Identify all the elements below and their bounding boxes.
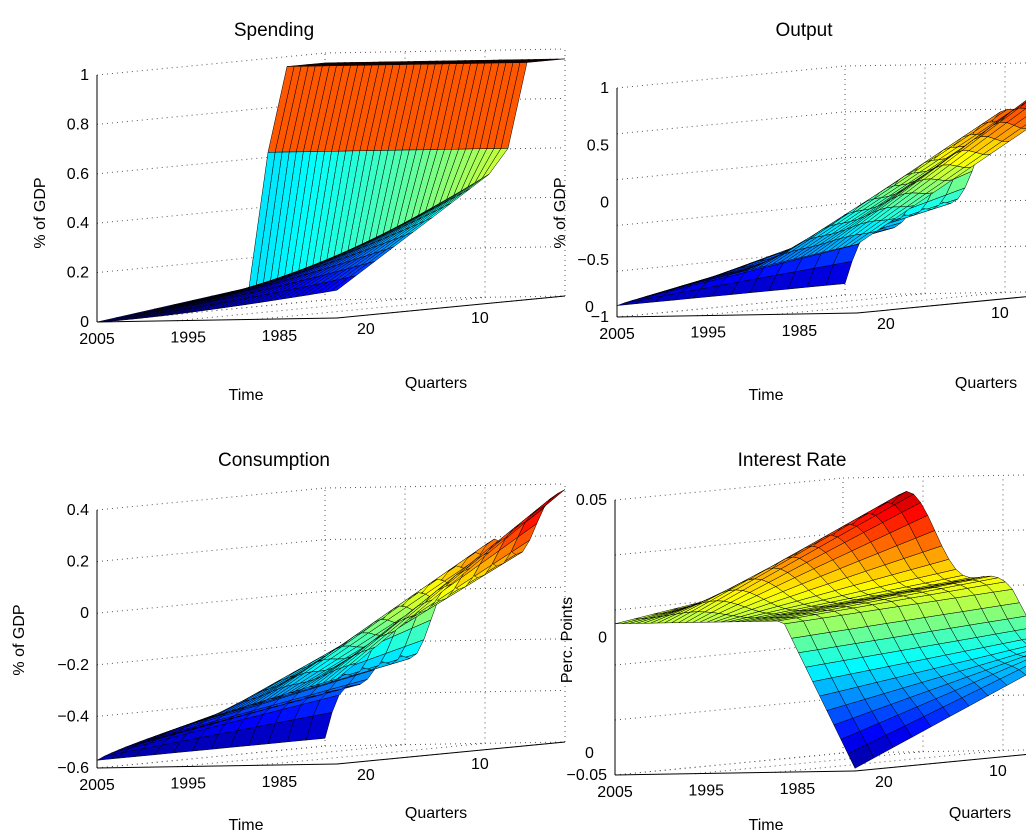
x-tick-label: 1995 — [170, 329, 206, 346]
y-tick-label: 20 — [357, 767, 375, 784]
x-axis-label: Time — [749, 817, 784, 834]
z-tick-label: 0.2 — [67, 554, 89, 571]
y-tick-label: 20 — [875, 774, 893, 791]
axes — [614, 500, 1026, 776]
z-tick-label: 1 — [600, 80, 609, 97]
chart-title: Interest Rate — [738, 450, 847, 471]
z-tick-label: −1 — [591, 309, 609, 326]
z-tick-label: 0.8 — [67, 116, 89, 133]
axes — [96, 75, 566, 323]
y-tick-label: 20 — [357, 321, 375, 338]
panel-consumption: Consumption % of GDP Time Quarters −0.6 −… — [11, 450, 594, 834]
y-tick-label: 10 — [471, 756, 489, 773]
x-tick-label: 1995 — [688, 782, 724, 799]
x-axis-label: Time — [229, 817, 264, 834]
panel-output: Output % of GDP Time Quarters −1 −0.5 0 0.5… — [552, 20, 1026, 404]
z-axis-label: % of GDP — [11, 604, 28, 675]
axes — [96, 510, 566, 769]
surface-patch — [96, 316, 124, 323]
z-axis-label: % of GDP — [552, 177, 569, 248]
z-tick-label: −0.6 — [57, 760, 89, 777]
x-axis-label: Time — [749, 387, 784, 404]
z-tick-label: −0.05 — [567, 767, 608, 784]
x-tick-label: 2005 — [79, 331, 115, 348]
grid — [96, 483, 566, 769]
z-axis-label: % of GDP — [32, 177, 49, 248]
x-tick-label: 2005 — [79, 777, 115, 794]
z-axis-label: Perc. Points — [559, 597, 576, 683]
z-tick-label: 0 — [600, 195, 609, 212]
z-tick-label: −0.2 — [57, 657, 89, 674]
x-tick-label: 1985 — [782, 323, 818, 340]
y-axis-label: Quarters — [949, 805, 1011, 822]
y-tick-label: 0 — [585, 745, 594, 762]
z-tick-label: −0.4 — [57, 708, 89, 725]
x-tick-label: 2005 — [597, 784, 633, 801]
chart-title: Consumption — [218, 450, 330, 471]
z-tick-label: 0.2 — [67, 265, 89, 282]
surface — [96, 58, 566, 323]
z-tick-label: 0 — [598, 630, 607, 647]
z-tick-label: 0 — [80, 314, 89, 331]
x-tick-label: 1985 — [262, 774, 298, 791]
y-tick-label: 0 — [585, 299, 594, 316]
x-axis-label: Time — [229, 387, 264, 404]
surface-patch — [616, 299, 644, 306]
chart-title: Output — [775, 20, 833, 41]
x-tick-label: 1995 — [690, 324, 726, 341]
z-tick-label: 0.6 — [67, 166, 89, 183]
surface — [96, 489, 566, 761]
axes — [616, 88, 1026, 318]
z-tick-label: 0 — [80, 605, 89, 622]
x-tick-label: 1985 — [780, 781, 816, 798]
surface — [616, 100, 1026, 306]
panel-spending: Spending % of GDP Time Quarters 0 0.2 0.4 0… — [32, 20, 594, 404]
y-tick-label: 10 — [471, 310, 489, 327]
panel-interest-rate: Interest Rate Perc. Points Time Quarters… — [559, 450, 1026, 834]
y-axis-label: Quarters — [405, 375, 467, 392]
y-tick-label: 10 — [989, 763, 1007, 780]
z-tick-label: 1 — [80, 67, 89, 84]
z-tick-label: 0.4 — [67, 215, 89, 232]
x-tick-label: 1995 — [170, 775, 206, 792]
surface-patch — [614, 618, 642, 625]
x-tick-label: 2005 — [599, 326, 635, 343]
chart-title: Spending — [234, 20, 314, 41]
y-axis-label: Quarters — [955, 375, 1017, 392]
z-tick-label: 0.5 — [587, 137, 609, 154]
y-tick-label: 10 — [991, 305, 1009, 322]
x-tick-label: 1985 — [262, 328, 298, 345]
surface — [614, 491, 1026, 769]
y-tick-label: 20 — [877, 316, 895, 333]
z-tick-label: 0.05 — [576, 492, 607, 509]
y-axis-label: Quarters — [405, 805, 467, 822]
z-tick-label: −0.5 — [577, 252, 609, 269]
z-tick-label: 0.4 — [67, 502, 89, 519]
surface-patch — [96, 752, 124, 761]
